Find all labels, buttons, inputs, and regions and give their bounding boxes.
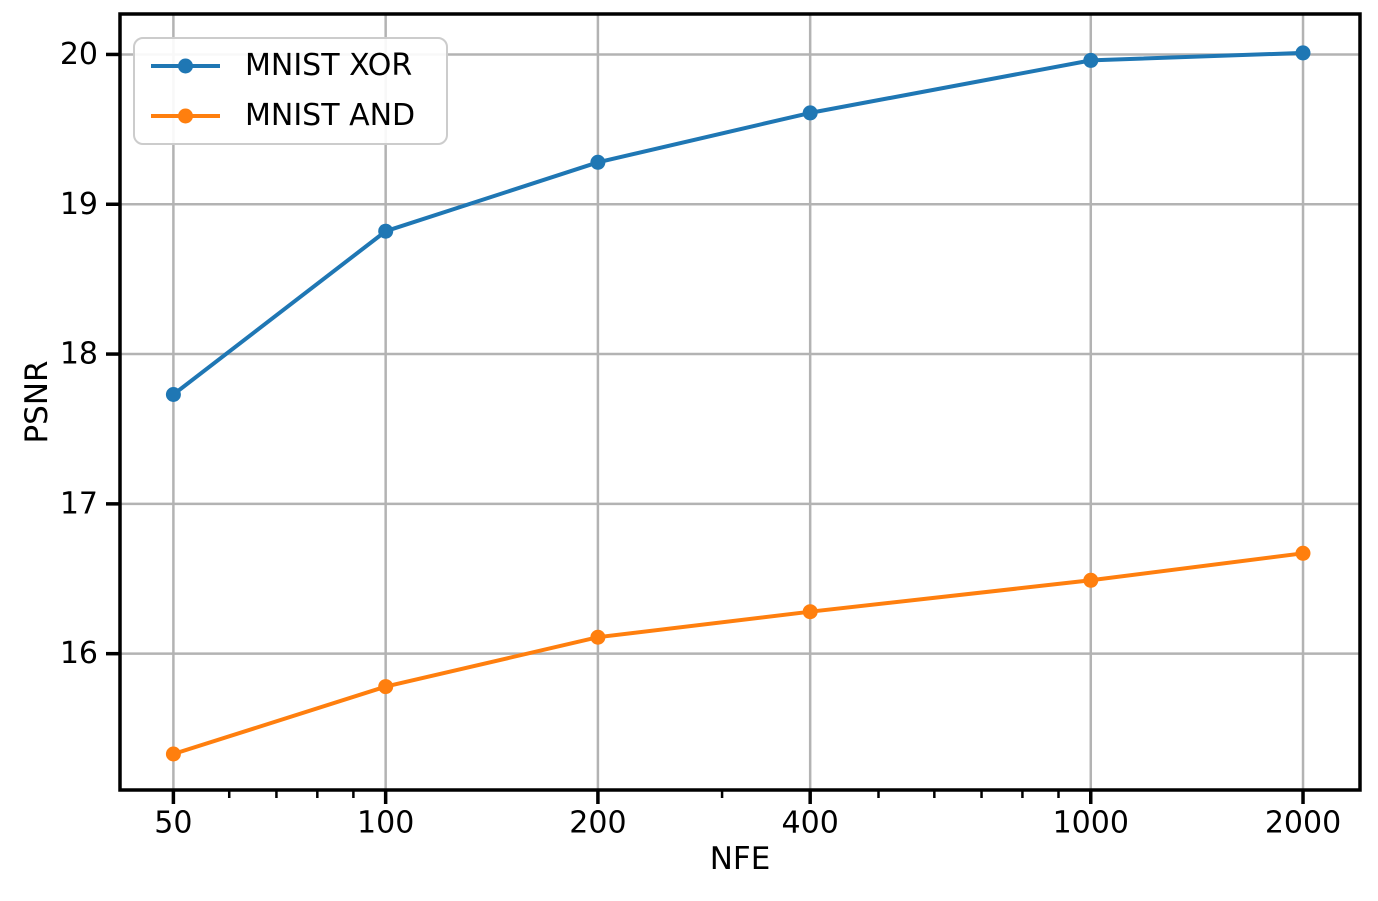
y-tick-label: 18 [60,337,98,372]
data-point-mnist-and[interactable] [590,629,606,645]
legend-item-mnist-xor[interactable]: MNIST XOR [149,41,446,91]
axis-ticks [106,52,1305,804]
series-line-mnist-and [171,551,1305,756]
legend-line-sample-and [151,108,220,124]
x-tick-label: 50 [154,806,192,841]
y-tick-label: 19 [60,187,98,222]
x-tick-label: 100 [357,806,414,841]
data-series [165,45,1311,762]
data-point-mnist-xor[interactable] [1083,52,1099,68]
y-tick-label: 16 [60,636,98,671]
plot-frame [118,12,1362,792]
x-tick-label: 400 [782,806,839,841]
legend-label-mnist-and: MNIST AND [245,98,416,133]
legend-line-sample-xor [151,58,220,74]
legend-label-mnist-xor: MNIST XOR [245,48,413,83]
data-point-mnist-and[interactable] [1295,545,1311,561]
data-point-mnist-and[interactable] [802,604,818,620]
x-tick-label: 200 [569,806,626,841]
x-tick-label: 1000 [1053,806,1129,841]
x-tick-label: 2000 [1265,806,1341,841]
data-point-mnist-xor[interactable] [378,223,394,239]
data-point-mnist-xor[interactable] [1295,45,1311,61]
y-axis-label: PSNR [19,360,55,443]
data-point-mnist-and[interactable] [378,679,394,695]
legend: MNIST XOR MNIST AND [133,37,448,145]
series-line-mnist-xor [171,50,1305,397]
plot-border [118,12,1362,792]
data-point-mnist-and[interactable] [165,746,181,762]
axis-tick-labels: 50 100 200 400 1000 2000 16 17 18 19 20 [60,37,1341,841]
y-tick-label: 17 [60,486,98,521]
legend-item-mnist-and[interactable]: MNIST AND [149,91,446,141]
data-point-mnist-xor[interactable] [802,105,818,121]
data-point-mnist-xor[interactable] [590,154,606,170]
y-tick-label: 20 [60,37,98,72]
data-point-mnist-xor[interactable] [165,387,181,402]
x-axis-label: NFE [710,841,771,877]
data-point-mnist-and[interactable] [1083,572,1099,588]
